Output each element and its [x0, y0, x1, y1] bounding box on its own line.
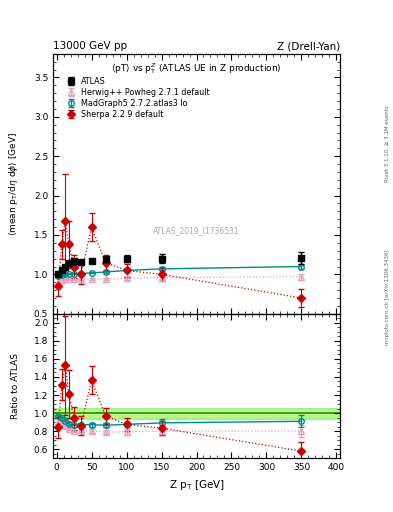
Y-axis label: $\langle$mean p$_{\rm T}$/d$\eta$ d$\phi\rangle$ [GeV]: $\langle$mean p$_{\rm T}$/d$\eta$ d$\phi… — [7, 132, 20, 236]
Text: mcplots.cern.ch [arXiv:1306.3436]: mcplots.cern.ch [arXiv:1306.3436] — [385, 249, 390, 345]
Bar — [53, 408, 340, 418]
Text: 13000 GeV pp: 13000 GeV pp — [53, 41, 127, 51]
Text: ATLAS_2019_I1736531: ATLAS_2019_I1736531 — [153, 226, 240, 235]
Text: Rivet 3.1.10, ≥ 3.1M events: Rivet 3.1.10, ≥ 3.1M events — [385, 105, 390, 182]
Bar — [53, 411, 340, 416]
Text: $\langle$pT$\rangle$ vs p$_{\rm T}^{Z}$ (ATLAS UE in Z production): $\langle$pT$\rangle$ vs p$_{\rm T}^{Z}$ … — [111, 61, 282, 76]
X-axis label: Z p$_{\rm T}$ [GeV]: Z p$_{\rm T}$ [GeV] — [169, 478, 224, 492]
Legend: ATLAS, Herwig++ Powheg 2.7.1 default, MadGraph5 2.7.2.atlas3 lo, Sherpa 2.2.9 de: ATLAS, Herwig++ Powheg 2.7.1 default, Ma… — [63, 76, 211, 120]
Text: Z (Drell-Yan): Z (Drell-Yan) — [277, 41, 340, 51]
Y-axis label: Ratio to ATLAS: Ratio to ATLAS — [11, 353, 20, 419]
